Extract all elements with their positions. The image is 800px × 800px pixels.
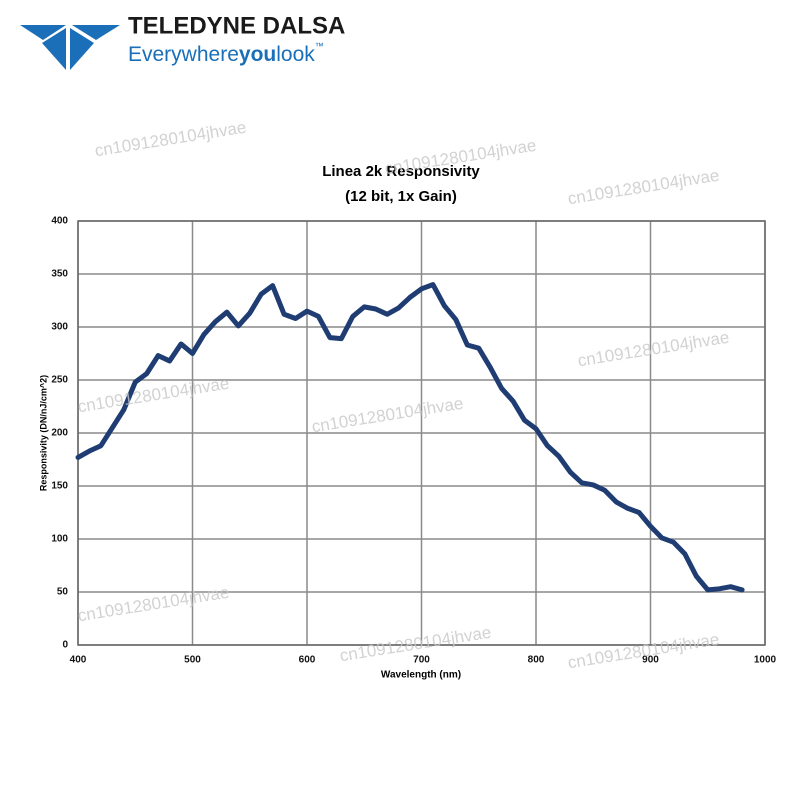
chart-subtitle: (12 bit, 1x Gain) <box>345 188 457 205</box>
y-tick-label: 0 <box>62 640 68 651</box>
y-tick-label: 300 <box>51 322 68 333</box>
x-tick-label: 400 <box>70 655 87 666</box>
plot <box>75 282 745 593</box>
logo-name: TELEDYNE DALSA <box>128 12 345 39</box>
data-line <box>75 282 745 593</box>
watermark: cn1091280104jhvae <box>310 394 464 437</box>
y-tick-label: 400 <box>51 216 68 227</box>
x-tick-label: 500 <box>184 655 201 666</box>
watermark: cn1091280104jhvae <box>566 630 720 673</box>
watermark: cn1091280104jhvae <box>576 328 730 371</box>
x-axis-label: Wavelength (nm) <box>381 670 461 681</box>
logo-tagline: Everywhereyoulook™ <box>128 41 324 65</box>
y-tick-label: 50 <box>57 587 69 598</box>
watermark: cn1091280104jhvae <box>566 166 720 209</box>
y-tick-label: 250 <box>51 375 68 386</box>
x-tick-label: 1000 <box>754 655 777 666</box>
logo-mark <box>20 25 120 70</box>
tagline-part: Everywhere <box>128 43 239 66</box>
x-tick-label: 800 <box>528 655 545 666</box>
tagline-part: ™ <box>315 41 324 51</box>
tagline-part: look <box>276 43 315 66</box>
y-tick-label: 200 <box>51 428 68 439</box>
y-tick-label: 350 <box>51 269 68 280</box>
chart-title: Linea 2k Responsivity <box>322 163 480 180</box>
x-tick-label: 600 <box>299 655 316 666</box>
tagline-part: you <box>239 43 276 66</box>
y-tick-label: 150 <box>51 481 68 492</box>
watermark: cn1091280104jhvae <box>76 583 230 626</box>
plot-border <box>77 220 766 646</box>
watermark: cn1091280104jhvae <box>93 118 247 161</box>
y-tick-label: 100 <box>51 534 68 545</box>
x-tick-label: 700 <box>413 655 430 666</box>
y-axis-label: Responsivity (DN/nJ/cm^2) <box>38 375 48 491</box>
x-tick-label: 900 <box>642 655 659 666</box>
